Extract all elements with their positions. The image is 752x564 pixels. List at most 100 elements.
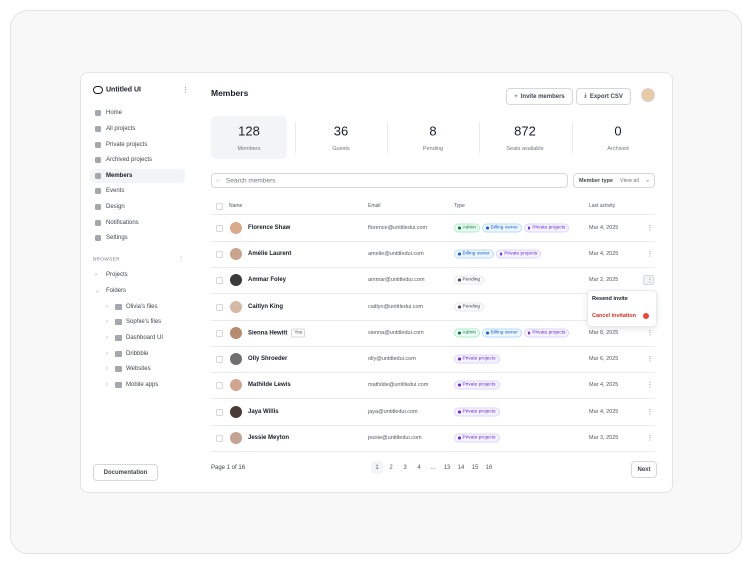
checkbox[interactable] (216, 202, 223, 210)
name-cell: Amélie Laurent (248, 251, 291, 257)
tag: Private projects (454, 407, 500, 417)
tag-dot (458, 278, 461, 282)
filter-label: Member type (579, 178, 613, 184)
header-button[interactable]: + Invite members (506, 88, 573, 105)
tag-label: Admin (462, 225, 477, 231)
row-menu[interactable]: ⋮ (646, 330, 654, 337)
checkbox[interactable] (216, 250, 223, 258)
nav-icon (95, 204, 101, 210)
page-number[interactable]: 14 (457, 465, 465, 471)
filter-select[interactable] (573, 173, 655, 188)
tag-dot (458, 410, 461, 414)
button-label: Invite members (520, 93, 565, 100)
row-menu[interactable]: ⋮ (646, 356, 654, 363)
page-number[interactable]: 16 (485, 465, 493, 471)
tag-label: Private projects (462, 382, 496, 388)
chevron: › (106, 351, 108, 357)
nav-icon (95, 235, 101, 241)
menu-item[interactable]: Resend invite (592, 296, 628, 302)
row-divider (211, 320, 655, 321)
page-number[interactable]: 3 (403, 465, 407, 471)
column-header[interactable]: Email (368, 203, 381, 209)
nav-item[interactable]: Private projects (106, 142, 148, 148)
more-icon: ⋮ (178, 256, 184, 263)
checkbox[interactable] (216, 224, 223, 232)
tags: Admin Billing owner Private projects (454, 223, 570, 233)
documentation-button[interactable]: Documentation (93, 464, 158, 481)
row-divider (211, 425, 655, 426)
row-menu[interactable]: ⋮ (646, 409, 654, 416)
nav-item[interactable]: Notifications (106, 220, 139, 226)
row-menu[interactable]: ⋮ (646, 277, 654, 284)
page-info: Page 1 of 16 (211, 465, 246, 471)
menu-item[interactable]: Cancel invitation (592, 313, 637, 319)
tag-dot (458, 331, 461, 335)
stat-value: 36 (333, 123, 349, 139)
nav-active-bg (90, 169, 185, 183)
folder-item[interactable]: Mobile apps (126, 382, 159, 388)
nav-item[interactable]: Events (106, 188, 125, 194)
column-header[interactable]: Last activity (589, 203, 616, 209)
checkbox[interactable] (216, 303, 223, 311)
avatar (230, 432, 242, 444)
stat-label: Guests (332, 146, 350, 152)
member-email: ammar@untitledui.com (368, 277, 425, 283)
tag-dot (527, 226, 531, 230)
stat-divider (479, 122, 480, 153)
stat-divider (387, 122, 388, 153)
nav-item[interactable]: Members (106, 173, 133, 179)
tree-item[interactable]: Folders (106, 288, 127, 294)
name-cell: Jessie Meyton (248, 435, 289, 441)
page-number[interactable]: 2 (389, 465, 393, 471)
tag-dot (486, 331, 489, 335)
page-number[interactable]: 4 (417, 465, 421, 471)
tag: Private projects (523, 328, 570, 338)
checkbox[interactable] (216, 408, 223, 416)
folder-item[interactable]: Sophie's files (126, 319, 162, 325)
row-menu[interactable]: ⋮ (646, 251, 654, 258)
page-number[interactable]: ... (430, 465, 436, 471)
last-activity: Mar 6, 2025 (589, 356, 619, 362)
nav-item[interactable]: Home (106, 110, 123, 116)
checkbox[interactable] (216, 355, 223, 363)
folder-item[interactable]: Dribbble (126, 351, 149, 357)
nav-item[interactable]: Archived projects (106, 157, 153, 163)
checkbox[interactable] (216, 276, 223, 284)
folder-item[interactable]: Dashboard UI (126, 335, 164, 341)
tag: Pending (454, 275, 485, 285)
tag: Private projects (454, 354, 500, 364)
search-input[interactable] (211, 173, 568, 188)
tags: Billing owner Private projects (454, 249, 542, 259)
row-menu[interactable]: ⋮ (646, 225, 654, 232)
checkbox[interactable] (216, 381, 223, 389)
header-button[interactable]: ⤓ Export CSV (576, 88, 631, 105)
page-number[interactable]: 1 (375, 465, 379, 471)
nav-item[interactable]: Settings (106, 235, 128, 241)
member-name: Jessie Meyton (248, 435, 290, 441)
tags: Pending (454, 302, 485, 312)
tree-item[interactable]: Projects (106, 272, 128, 278)
filter-value: View all (620, 178, 639, 184)
column-header[interactable]: Name (229, 203, 243, 209)
member-name: Jaya Willis (248, 409, 279, 415)
checkbox[interactable] (216, 329, 223, 337)
row-menu[interactable]: ⋮ (646, 435, 654, 442)
tag-dot (458, 226, 461, 230)
tag: Admin (454, 223, 481, 233)
member-name: Mathilde Lewis (248, 382, 291, 388)
folder-icon (115, 382, 122, 388)
next-button[interactable]: Next (631, 461, 657, 478)
folder-item[interactable]: Websites (126, 366, 151, 372)
row-divider (211, 214, 655, 215)
column-header[interactable]: Type (454, 203, 465, 209)
nav-item[interactable]: All projects (106, 126, 136, 132)
row-menu[interactable]: ⋮ (646, 382, 654, 389)
page-number[interactable]: 15 (471, 465, 479, 471)
folder-item[interactable]: Olivia's files (126, 304, 158, 310)
page-number[interactable]: 13 (443, 465, 451, 471)
avatar (230, 222, 242, 234)
tag-dot (458, 436, 461, 440)
nav-item[interactable]: Design (106, 204, 125, 210)
checkbox[interactable] (216, 434, 223, 442)
row-divider (211, 241, 655, 242)
